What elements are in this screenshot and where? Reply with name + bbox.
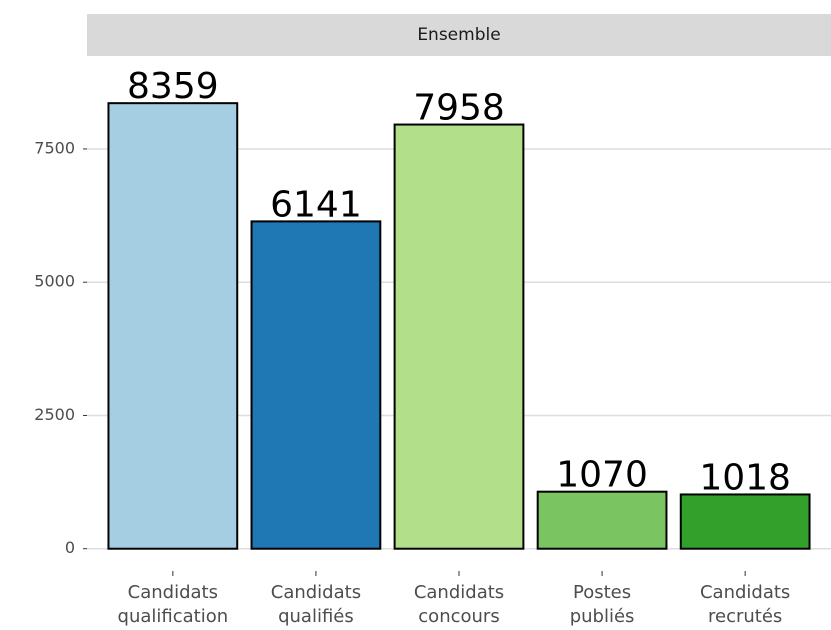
value-label: 7958: [413, 88, 505, 129]
x-tick-label: Postes publiés: [570, 582, 635, 627]
y-tick-label: 7500: [34, 138, 75, 157]
strip-background: [87, 14, 831, 56]
value-label: 1018: [699, 457, 791, 498]
x-tick-label: Candidats recrutés: [700, 582, 790, 627]
bar: [536, 490, 668, 550]
x-tick-label: Candidats concours: [414, 582, 504, 627]
strip-label: Ensemble: [417, 25, 500, 45]
bar: [393, 123, 525, 550]
value-label: 6141: [270, 184, 362, 225]
value-label: 8359: [127, 66, 219, 107]
y-tick-label: 5000: [34, 272, 75, 291]
x-tick-label: Candidats qualifiés: [271, 582, 361, 627]
y-tick-label: 0: [65, 538, 75, 557]
x-tick-label: Candidats qualification: [118, 582, 229, 627]
bar: [250, 220, 382, 550]
bar: [679, 493, 811, 550]
y-tick-label: 2500: [34, 405, 75, 424]
value-label: 1070: [556, 455, 648, 496]
bar: [107, 102, 239, 550]
